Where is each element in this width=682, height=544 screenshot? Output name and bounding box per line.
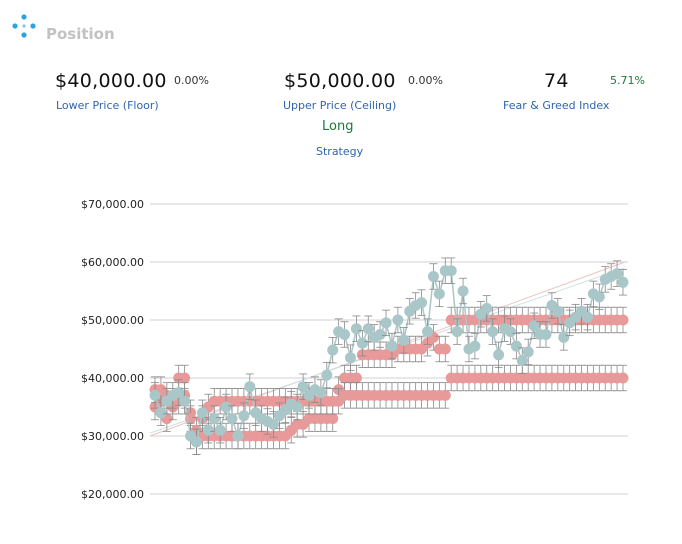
data-point bbox=[504, 326, 516, 338]
dots-network-icon bbox=[12, 14, 36, 38]
data-point bbox=[356, 337, 368, 349]
strategy-value: Long bbox=[322, 119, 354, 134]
data-point bbox=[179, 372, 191, 384]
data-point bbox=[552, 305, 564, 317]
ceiling-metric: $50,000.00 bbox=[284, 70, 396, 92]
data-point bbox=[439, 343, 451, 355]
page-title: Position bbox=[46, 25, 115, 43]
fear-greed-label: Fear & Greed Index bbox=[503, 99, 610, 112]
data-point bbox=[244, 381, 256, 393]
floor-label: Lower Price (Floor) bbox=[56, 99, 159, 112]
data-point bbox=[439, 389, 451, 401]
data-point bbox=[493, 349, 505, 361]
fear-greed-change: 5.71% bbox=[610, 74, 645, 87]
y-tick-label: $40,000.00 bbox=[81, 372, 144, 385]
data-point bbox=[190, 436, 202, 448]
data-point bbox=[593, 291, 605, 303]
fear-greed-value: 74 bbox=[544, 70, 569, 92]
price-chart: $70,000.00 $60,000.00 $50,000.00 $40,000.00… bbox=[81, 198, 629, 501]
data-point bbox=[226, 413, 238, 425]
data-point bbox=[327, 413, 339, 425]
strategy-label: Strategy bbox=[316, 145, 364, 158]
data-point bbox=[208, 413, 220, 425]
data-point bbox=[451, 326, 463, 338]
data-point bbox=[267, 418, 279, 430]
ceiling-value: $50,000.00 bbox=[284, 70, 396, 92]
data-point bbox=[617, 314, 629, 326]
data-point bbox=[179, 395, 191, 407]
data-point bbox=[516, 355, 528, 367]
data-point bbox=[427, 271, 439, 282]
data-point bbox=[220, 401, 232, 413]
data-point bbox=[362, 323, 374, 335]
data-point bbox=[297, 381, 309, 393]
data-point bbox=[214, 424, 226, 436]
data-point bbox=[149, 389, 161, 401]
data-point bbox=[315, 387, 327, 398]
ceiling-change: 0.00% bbox=[408, 74, 443, 87]
y-tick-label: $30,000.00 bbox=[81, 430, 144, 443]
data-point bbox=[433, 288, 445, 300]
data-point bbox=[291, 401, 303, 413]
data-point bbox=[173, 387, 185, 398]
data-point bbox=[196, 407, 208, 419]
y-axis-ticks: $70,000.00 $60,000.00 $50,000.00 $40,000.00… bbox=[81, 198, 144, 501]
data-point bbox=[386, 340, 398, 352]
data-point bbox=[202, 424, 214, 436]
data-point bbox=[469, 340, 481, 352]
data-point bbox=[445, 265, 457, 277]
data-point bbox=[487, 326, 499, 338]
floor-change: 0.00% bbox=[174, 74, 209, 87]
data-point bbox=[350, 372, 362, 384]
data-point bbox=[558, 331, 570, 343]
data-point bbox=[540, 329, 552, 340]
fear-greed-metric: 74 bbox=[544, 70, 569, 92]
floor-value: $40,000.00 bbox=[55, 70, 167, 92]
data-point bbox=[457, 285, 469, 297]
data-point bbox=[617, 276, 629, 288]
data-point bbox=[350, 323, 362, 335]
data-point bbox=[374, 329, 386, 340]
data-point bbox=[522, 346, 534, 358]
data-point bbox=[416, 297, 428, 309]
data-point bbox=[339, 329, 351, 340]
data-point bbox=[617, 372, 629, 384]
data-point bbox=[528, 320, 540, 332]
ceiling-label: Upper Price (Ceiling) bbox=[283, 99, 397, 112]
data-point bbox=[392, 314, 404, 326]
data-point bbox=[581, 311, 593, 323]
data-point bbox=[238, 410, 250, 422]
y-tick-label: $60,000.00 bbox=[81, 256, 144, 269]
data-point bbox=[422, 326, 434, 338]
y-tick-label: $20,000.00 bbox=[81, 488, 144, 501]
y-tick-label: $70,000.00 bbox=[81, 198, 144, 211]
data-point bbox=[380, 317, 392, 329]
floor-metric: $40,000.00 bbox=[55, 70, 167, 92]
data-point bbox=[232, 430, 244, 442]
data-point bbox=[155, 407, 167, 419]
chart-marks bbox=[149, 257, 629, 455]
data-point bbox=[398, 334, 410, 346]
data-point bbox=[344, 352, 356, 364]
data-point bbox=[481, 302, 493, 314]
series-group bbox=[149, 257, 629, 455]
y-tick-label: $50,000.00 bbox=[81, 314, 144, 327]
data-point bbox=[611, 268, 623, 280]
panel-header: Position bbox=[12, 14, 312, 44]
data-point bbox=[327, 344, 339, 356]
data-point bbox=[321, 369, 333, 381]
data-point bbox=[510, 340, 522, 352]
